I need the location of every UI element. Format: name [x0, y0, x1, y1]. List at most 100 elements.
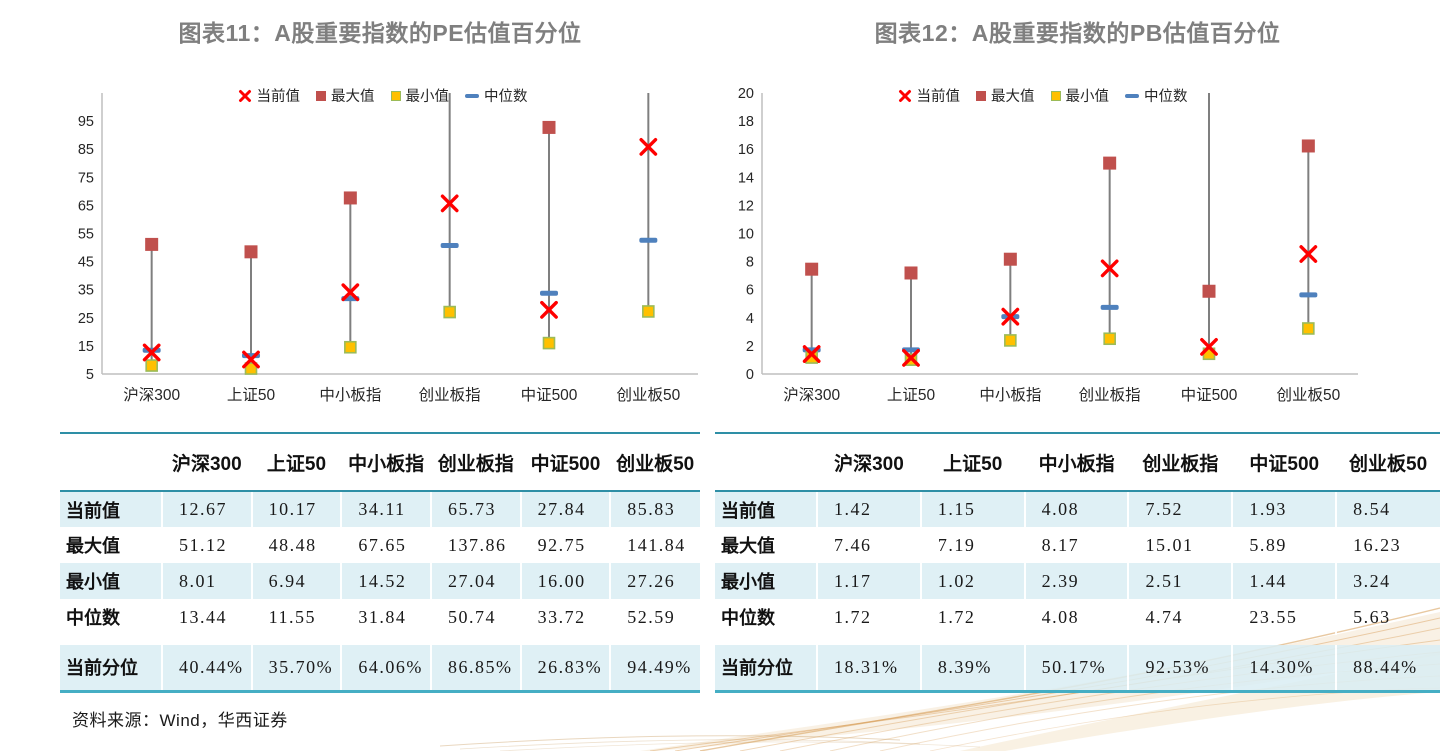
cell-value: 6.94 [250, 563, 342, 599]
cell-value: 1.15 [919, 491, 1025, 527]
cell-value: 92.75 [519, 527, 611, 563]
pb-chart-legend: 当前值 最大值 最小值 中位数 [720, 85, 1365, 106]
pe-chart-title: 图表11：A股重要指数的PE估值百分位 [178, 20, 582, 46]
svg-text:45: 45 [78, 255, 94, 271]
cell-value: 137.86 [429, 527, 521, 563]
svg-text:18: 18 [738, 114, 754, 130]
cell-value: 1.72 [816, 599, 921, 635]
col-header: 上证50 [920, 433, 1025, 492]
cell-value: 34.11 [340, 491, 431, 527]
pb-chart-title: 图表12：A股重要指数的PB估值百分位 [874, 20, 1281, 46]
cell-value: 12.67 [161, 491, 252, 527]
cell-value: 7.46 [816, 527, 921, 563]
cell-value: 16.23 [1335, 527, 1440, 563]
cell-value: 7.19 [919, 527, 1025, 563]
cell-value: 8.17 [1023, 527, 1129, 563]
current-x-icon [238, 89, 251, 102]
x-category-label: 创业板50 [1276, 386, 1340, 404]
legend-item-median: 中位数 [465, 85, 528, 106]
cell-value: 11.55 [250, 599, 342, 635]
svg-text:85: 85 [78, 142, 94, 158]
table-header-row: 沪深300 上证50 中小板指 创业板指 中证500 创业板50 [60, 433, 700, 492]
cell-value: 92.53% [1127, 645, 1233, 691]
table-row: 最小值 8.01 6.94 14.52 27.04 16.00 27.26 [60, 563, 700, 599]
pe-chart: 当前值 最大值 最小值 中位数 5 15 25 35 45 55 65 75 85 95 沪深300… [60, 85, 705, 407]
x-category-label: 沪深300 [123, 386, 180, 404]
cell-value: 8.54 [1335, 491, 1440, 527]
cell-value: 16.00 [519, 563, 611, 599]
cell-value: 27.04 [429, 563, 521, 599]
cell-value: 33.72 [519, 599, 611, 635]
legend-label: 最大值 [331, 89, 375, 105]
pb-data-table: 沪深300 上证50 中小板指 创业板指 中证500 创业板50 当前值 1.42… [715, 432, 1440, 693]
cell-value: 31.84 [340, 599, 431, 635]
max-square-icon [316, 90, 326, 101]
col-header: 中证500 [1232, 433, 1337, 492]
row-label: 最大值 [721, 536, 775, 556]
table-row: 当前分位 18.31% 8.39% 50.17% 92.53% 14.30% 88.44% [715, 645, 1440, 691]
min-square-icon [1050, 90, 1061, 101]
table-header-row: 沪深300 上证50 中小板指 创业板指 中证500 创业板50 [715, 433, 1440, 492]
cell-value: 88.44% [1335, 645, 1440, 691]
col-header: 创业板50 [610, 433, 700, 492]
col-header: 中证500 [520, 433, 611, 492]
x-category-label: 中小板指 [319, 386, 381, 404]
cell-value: 85.83 [609, 491, 700, 527]
current-x-icon [898, 89, 911, 102]
cell-value: 13.44 [161, 599, 252, 635]
table-row: 当前值 1.42 1.15 4.08 7.52 1.93 8.54 [715, 491, 1440, 527]
col-header: 创业板指 [1128, 433, 1233, 492]
table-row: 中位数 1.72 1.72 4.08 4.74 23.55 5.63 [715, 599, 1440, 635]
cell-value: 2.39 [1023, 563, 1129, 599]
svg-text:16: 16 [738, 142, 754, 158]
cell-value: 2.51 [1127, 563, 1233, 599]
legend-label: 中位数 [484, 89, 528, 105]
pb-hilo-plot: 0 2 4 6 8 10 12 14 16 18 20 沪深300 上证50 中小板指 创业板指 中证500 创… [738, 86, 1358, 404]
pe-hilo-plot: 5 15 25 35 45 55 65 75 85 95 沪深300 上证50 中小板指 创业板指 中证50… [78, 93, 698, 404]
cell-value: 5.63 [1335, 599, 1440, 635]
cell-value: 86.85% [429, 645, 521, 691]
cell-value: 1.44 [1231, 563, 1337, 599]
x-category-label: 创业板指 [419, 386, 481, 404]
col-header: 创业板50 [1336, 433, 1440, 492]
x-category-label: 创业板指 [1079, 386, 1141, 404]
table-row: 最大值 51.12 48.48 67.65 137.86 92.75 141.84 [60, 527, 700, 563]
table-row: 中位数 13.44 11.55 31.84 50.74 33.72 52.59 [60, 599, 700, 635]
row-label: 当前分位 [66, 658, 138, 679]
median-dash-icon [1125, 93, 1139, 98]
cell-value: 7.52 [1127, 491, 1233, 527]
col-header: 上证50 [251, 433, 342, 492]
legend-label: 最大值 [991, 89, 1035, 105]
svg-text:8: 8 [746, 255, 754, 271]
cell-value: 1.42 [816, 491, 921, 527]
cell-value: 141.84 [609, 527, 700, 563]
cell-value: 35.70% [250, 645, 342, 691]
cell-value: 1.72 [919, 599, 1025, 635]
table-row: 当前分位 40.44% 35.70% 64.06% 86.85% 26.83% 94.49% [60, 645, 700, 691]
pe-chart-legend: 当前值 最大值 最小值 中位数 [60, 85, 705, 106]
pe-data-table: 沪深300 上证50 中小板指 创业板指 中证500 创业板50 当前值 12.6… [60, 432, 700, 693]
legend-label: 当前值 [256, 89, 301, 105]
legend-item-current: 当前值 [238, 85, 301, 106]
x-category-label: 中证500 [1181, 386, 1238, 404]
svg-text:6: 6 [746, 283, 754, 299]
col-header: 沪深300 [817, 433, 921, 492]
cell-value: 23.55 [1231, 599, 1337, 635]
col-header: 中小板指 [1024, 433, 1129, 492]
svg-text:5: 5 [86, 367, 94, 383]
max-square-icon [976, 90, 986, 101]
cell-value: 1.93 [1231, 491, 1337, 527]
x-category-label: 上证50 [227, 386, 276, 404]
cell-value: 5.89 [1231, 527, 1337, 563]
legend-item-min: 最小值 [1050, 85, 1109, 106]
row-label: 中位数 [721, 608, 775, 628]
cell-value: 3.24 [1335, 563, 1440, 599]
table-row-spacer [60, 635, 700, 645]
svg-text:12: 12 [738, 198, 754, 214]
legend-label: 最小值 [405, 89, 450, 105]
pb-chart: 当前值 最大值 最小值 中位数 0 2 4 6 8 10 12 14 16 18 20 沪深300 上证… [720, 85, 1365, 407]
cell-value: 27.26 [609, 563, 700, 599]
row-label: 最小值 [721, 572, 775, 592]
cell-value: 4.08 [1023, 599, 1129, 635]
